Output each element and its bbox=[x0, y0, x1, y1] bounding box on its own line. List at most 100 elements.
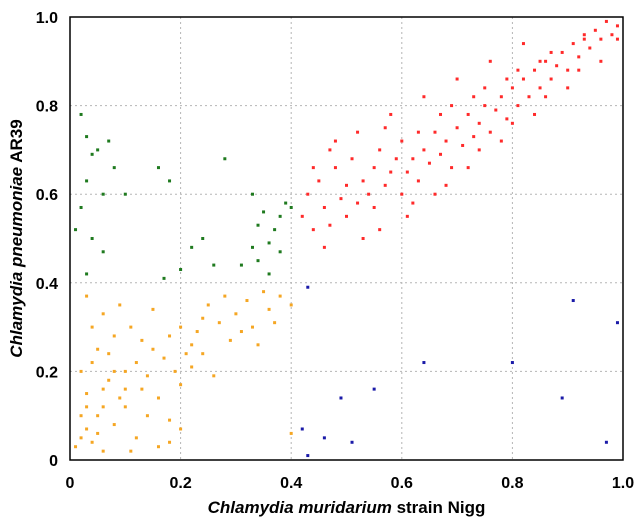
scatter-point bbox=[427, 161, 431, 165]
scatter-point bbox=[411, 201, 415, 205]
scatter-point bbox=[256, 259, 260, 263]
scatter-point bbox=[466, 112, 470, 116]
scatter-point bbox=[278, 294, 282, 298]
scatter-point bbox=[168, 440, 172, 444]
scatter-point bbox=[510, 121, 514, 125]
scatter-point bbox=[140, 387, 144, 391]
scatter-point bbox=[455, 77, 459, 81]
scatter-point bbox=[378, 228, 382, 232]
scatter-point bbox=[118, 396, 122, 400]
scatter-point bbox=[112, 334, 116, 338]
scatter-point bbox=[356, 130, 360, 134]
scatter-point bbox=[267, 241, 271, 245]
scatter-point bbox=[615, 37, 619, 41]
scatter-point bbox=[477, 148, 481, 152]
scatter-point bbox=[400, 139, 404, 143]
scatter-point bbox=[284, 201, 288, 205]
scatter-point bbox=[444, 139, 448, 143]
scatter-point bbox=[499, 139, 503, 143]
scatter-point bbox=[588, 46, 592, 50]
scatter-point bbox=[311, 166, 315, 170]
scatter-point bbox=[566, 68, 570, 72]
scatter-point bbox=[339, 396, 343, 400]
scatter-point bbox=[85, 135, 89, 139]
scatter-point bbox=[604, 440, 608, 444]
scatter-point bbox=[85, 392, 89, 396]
scatter-point bbox=[101, 387, 105, 391]
scatter-point bbox=[555, 64, 559, 68]
scatter-point bbox=[461, 143, 465, 147]
scatter-point bbox=[615, 24, 619, 28]
scatter-point bbox=[79, 414, 83, 418]
scatter-point bbox=[538, 59, 542, 63]
scatter-point bbox=[250, 325, 254, 329]
scatter-point bbox=[278, 250, 282, 254]
scatter-point bbox=[201, 352, 205, 356]
scatter-point bbox=[262, 290, 266, 294]
scatter-point bbox=[112, 423, 116, 427]
scatter-point bbox=[245, 299, 249, 303]
x-tick-label: 0 bbox=[66, 475, 75, 492]
scatter-point bbox=[439, 112, 443, 116]
scatter-point bbox=[162, 276, 166, 280]
scatter-point bbox=[566, 86, 570, 90]
scatter-point bbox=[217, 321, 221, 325]
scatter-point bbox=[361, 237, 365, 240]
scatter-point bbox=[123, 387, 127, 391]
scatter-point bbox=[466, 166, 470, 170]
scatter-point bbox=[422, 148, 426, 152]
scatter-point bbox=[533, 68, 537, 72]
scatter-point bbox=[405, 170, 409, 174]
data-points bbox=[74, 19, 619, 458]
scatter-point bbox=[582, 37, 586, 41]
scatter-point bbox=[604, 19, 608, 23]
scatter-point bbox=[593, 28, 597, 32]
y-tick-label: 0.2 bbox=[36, 364, 58, 381]
scatter-point bbox=[96, 148, 100, 152]
scatter-point bbox=[510, 86, 514, 90]
x-tick-label: 0.8 bbox=[501, 475, 523, 492]
scatter-point bbox=[190, 245, 194, 249]
scatter-point bbox=[184, 352, 188, 356]
scatter-point bbox=[112, 369, 116, 373]
scatter-point bbox=[107, 139, 111, 143]
scatter-point bbox=[90, 440, 94, 444]
scatter-point bbox=[372, 387, 376, 391]
scatter-point bbox=[339, 197, 343, 201]
scatter-point bbox=[477, 121, 481, 125]
scatter-point bbox=[521, 42, 525, 46]
scatter-point bbox=[333, 166, 337, 170]
scatter-point bbox=[599, 37, 603, 41]
scatter-point bbox=[289, 431, 293, 435]
y-axis-ticks: 0 0.2 0.4 0.6 0.8 1.0 bbox=[36, 10, 58, 470]
scatter-point bbox=[90, 361, 94, 365]
scatter-point bbox=[118, 303, 122, 307]
scatter-point bbox=[300, 427, 304, 431]
scatter-point bbox=[123, 369, 127, 373]
scatter-point bbox=[85, 179, 89, 183]
scatter-point bbox=[250, 192, 254, 196]
scatter-point bbox=[322, 205, 326, 209]
scatter-point bbox=[256, 223, 260, 227]
scatter-point bbox=[405, 214, 409, 218]
scatter-point bbox=[400, 192, 404, 196]
scatter-point bbox=[383, 126, 387, 130]
y-tick-label: 0.8 bbox=[36, 99, 58, 116]
scatter-point bbox=[306, 285, 310, 289]
scatter-point bbox=[306, 454, 310, 458]
scatter-point bbox=[96, 347, 100, 351]
scatter-point bbox=[521, 77, 525, 81]
x-tick-label: 0.4 bbox=[280, 475, 302, 492]
scatter-point bbox=[179, 427, 183, 431]
scatter-point bbox=[123, 192, 127, 196]
scatter-point bbox=[544, 59, 548, 63]
scatter-point bbox=[85, 427, 89, 431]
scatter-point bbox=[195, 330, 199, 334]
scatter-point bbox=[322, 436, 326, 440]
scatter-point bbox=[96, 414, 100, 418]
scatter-point bbox=[201, 316, 205, 320]
scatter-point bbox=[367, 192, 371, 196]
scatter-point bbox=[394, 157, 398, 161]
scatter-point bbox=[145, 374, 149, 378]
